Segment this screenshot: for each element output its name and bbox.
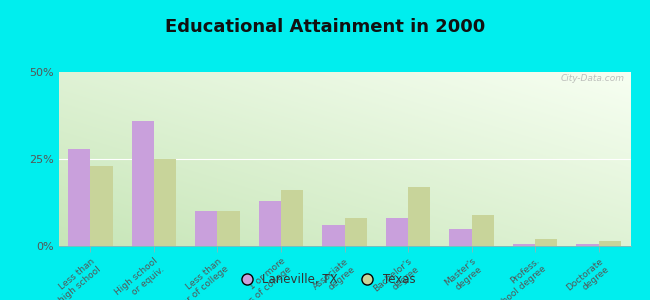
Bar	[535, 239, 558, 246]
Bar	[344, 218, 367, 246]
Bar	[154, 159, 176, 246]
Bar	[449, 229, 472, 246]
Text: City-Data.com: City-Data.com	[561, 74, 625, 83]
Bar	[386, 218, 408, 246]
Bar	[408, 187, 430, 246]
Bar	[259, 201, 281, 246]
Text: Educational Attainment in 2000: Educational Attainment in 2000	[165, 18, 485, 36]
Bar	[131, 121, 154, 246]
Bar	[90, 166, 112, 246]
Bar	[599, 241, 621, 246]
Legend: Laneville, TX, Texas: Laneville, TX, Texas	[230, 269, 420, 291]
Bar	[195, 211, 217, 246]
Bar	[472, 215, 494, 246]
Bar	[281, 190, 303, 246]
Bar	[217, 211, 240, 246]
Bar	[68, 148, 90, 246]
Bar	[322, 225, 344, 246]
Bar	[577, 244, 599, 246]
Bar	[513, 244, 535, 246]
